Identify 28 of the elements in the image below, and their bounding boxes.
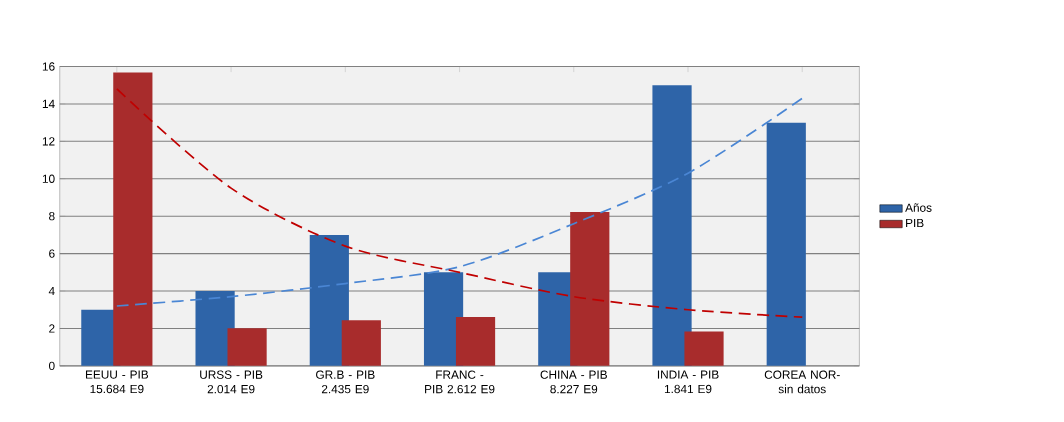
- legend-label: Años: [905, 203, 932, 212]
- bar: [227, 328, 267, 366]
- bar: [570, 212, 610, 366]
- bar: [113, 72, 153, 366]
- bar: [766, 122, 806, 366]
- bar: [455, 317, 496, 366]
- y-tick-label: 4: [48, 287, 55, 296]
- bar: [423, 272, 464, 366]
- legend-label: PIB: [906, 219, 924, 228]
- y-tick-label: 12: [42, 137, 55, 146]
- y-tick-label: 16: [42, 62, 55, 71]
- x-tick-label: COREA NOR- sin datos: [764, 370, 840, 394]
- x-tick-label: INDIA - PIB 1.841 E9: [657, 370, 719, 394]
- y-tick-label: 2: [49, 324, 55, 333]
- x-tick-label: URSS - PIB 2.014 E9: [200, 370, 263, 394]
- x-tick-label: CHINA - PIB 8.227 E9: [540, 370, 607, 394]
- x-tick-label: GR.B - PIB 2.435 E9: [316, 370, 375, 394]
- bar: [652, 85, 692, 366]
- bar: [309, 234, 349, 366]
- bar: [684, 331, 724, 366]
- y-tick-label: 6: [49, 249, 55, 258]
- y-tick-label: 8: [49, 212, 55, 221]
- y-tick-label: 14: [42, 99, 55, 109]
- y-tick-label: 10: [42, 174, 55, 184]
- x-tick-label: FRANC - PIB 2.612 E9: [425, 370, 495, 394]
- x-tick-label: EEUU - PIB 15.684 E9: [86, 370, 149, 394]
- bar: [341, 320, 381, 366]
- y-tick-label: 0: [48, 361, 55, 371]
